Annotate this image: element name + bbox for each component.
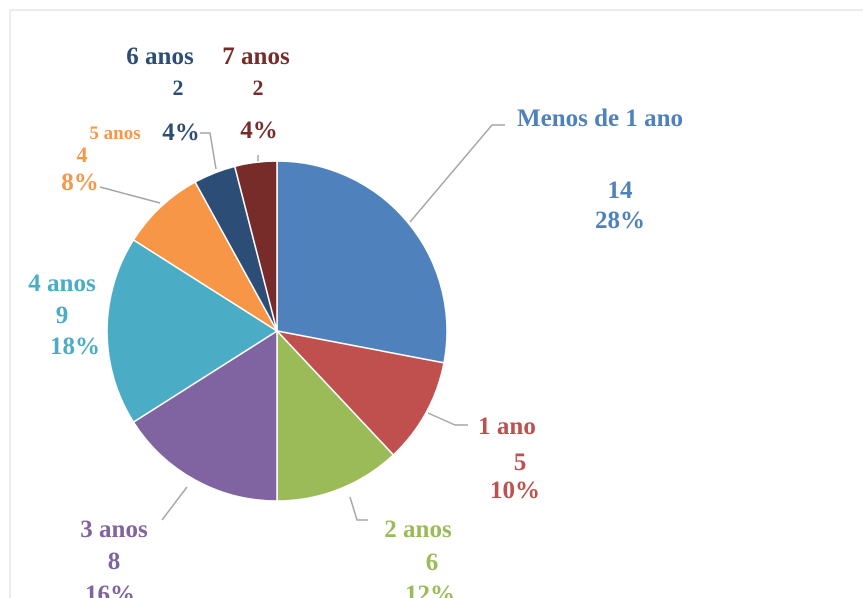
percent-label: 12% [405,581,455,598]
percent-label: 4% [240,117,278,144]
category-label: 1 ano [478,413,536,440]
percent-label: 10% [490,477,540,504]
value-label: 6 [425,549,439,576]
pie-slice [276,160,448,364]
pie-slice [132,329,278,502]
category-label: Menos de 1 ano [517,105,683,132]
pie-slice [233,160,278,332]
leader-line [161,486,188,521]
pie-slice [276,329,395,502]
leader-line [200,132,217,170]
pie-slice [274,329,445,456]
category-label: 6 anos [126,43,194,70]
value-label: 9 [55,302,69,329]
leader-line [349,496,368,521]
value-label: 2 [172,75,184,100]
value-label: 8 [107,548,121,575]
leader-line [427,412,468,426]
category-label: 2 anos [384,516,452,543]
value-label: 4 [76,142,88,167]
category-label: 5 anos [89,123,141,144]
value-label: 5 [513,449,527,476]
percent-label: 16% [85,581,135,598]
leader-line [409,124,505,223]
percent-label: 4% [162,119,200,146]
percent-label: 28% [595,207,645,234]
value-label: 2 [252,75,264,100]
category-label: 7 anos [222,43,290,70]
value-label: 14 [607,177,633,204]
category-label: 4 anos [28,270,96,297]
chart-border [9,9,863,598]
percent-label: 18% [50,333,100,360]
category-label: 3 anos [80,516,148,543]
leader-lines [99,124,505,521]
percent-label: 8% [61,169,99,196]
pie-slice [106,238,279,424]
leader-line [99,186,161,204]
